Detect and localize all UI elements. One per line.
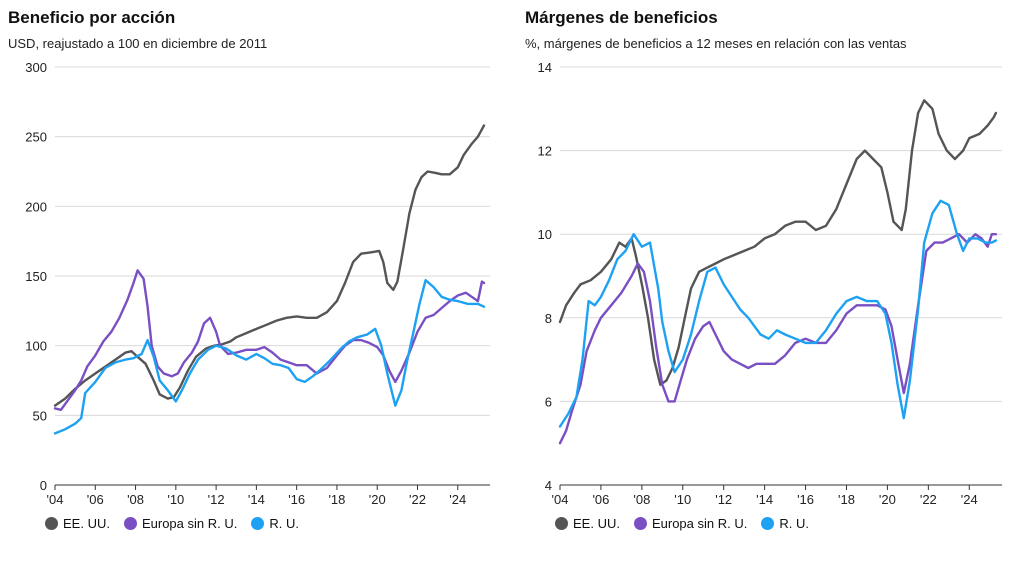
x-tick-label: '16 <box>288 492 305 507</box>
series-line-us <box>558 99 998 386</box>
y-tick-label: 14 <box>538 60 552 75</box>
legend-swatch-europe <box>123 517 137 530</box>
legend-label: Europa sin R. U. <box>141 516 238 531</box>
legend-label: R. U. <box>779 516 809 531</box>
legend-swatch-us <box>45 517 58 530</box>
x-tick-label: '24 <box>449 492 466 507</box>
chart-plot-eps: 0 50 100 150 200 250 300 '04 '06 '08 '10 '12 '14 '16 '… <box>25 60 490 507</box>
chart-title: Márgenes de beneficios <box>525 8 718 27</box>
legend-label: Europa sin R. U. <box>651 516 748 531</box>
legend-item-europe: Europa sin R. U. <box>123 516 238 531</box>
y-tick-label: 12 <box>538 144 552 159</box>
chart-legend: EE. UU. Europa sin R. U. R. U. <box>555 516 823 531</box>
x-tick-label: '10 <box>674 492 691 507</box>
legend-swatch-europe <box>633 517 647 530</box>
x-tick-label: '04 <box>47 492 64 507</box>
legend-swatch-uk <box>251 517 265 530</box>
y-tick-label: 300 <box>25 60 47 75</box>
chart-panel-margins: Márgenes de beneficios %, márgenes de be… <box>515 0 1030 567</box>
legend-label: R. U. <box>269 516 299 531</box>
x-tick-label: '20 <box>879 492 896 507</box>
x-tick-label: '10 <box>167 492 184 507</box>
series-line-uk <box>558 199 998 428</box>
chart-legend: EE. UU. Europa sin R. U. R. U. <box>45 516 313 531</box>
legend-swatch-uk <box>761 517 775 530</box>
legend-label: EE. UU. <box>63 516 110 531</box>
y-tick-label: 6 <box>545 394 552 409</box>
y-tick-label: 150 <box>25 269 47 284</box>
chart-subtitle: %, márgenes de beneficios a 12 meses en … <box>525 36 907 51</box>
legend-item-us: EE. UU. <box>555 516 620 531</box>
x-tick-label: '14 <box>756 492 773 507</box>
y-tick-label: 10 <box>538 227 552 242</box>
chart-subtitle: USD, reajustado a 100 en diciembre de 20… <box>8 36 268 51</box>
chart-title: Beneficio por acción <box>8 8 176 27</box>
x-tick-label: '16 <box>797 492 814 507</box>
y-tick-label: 200 <box>25 199 47 214</box>
x-tick-label: '20 <box>369 492 386 507</box>
x-tick-label: '24 <box>961 492 978 507</box>
x-tick-label: '12 <box>715 492 732 507</box>
chart-plot-margins: 4 6 8 10 12 14 '04 '06 '08 '10 '12 '14 '16 '18 '20 '22 '… <box>538 60 1002 507</box>
x-tick-label: '06 <box>87 492 104 507</box>
legend-item-uk: R. U. <box>761 516 809 531</box>
y-tick-label: 100 <box>25 339 47 354</box>
legend-item-europe: Europa sin R. U. <box>633 516 748 531</box>
legend-label: EE. UU. <box>573 516 620 531</box>
x-tick-label: '18 <box>838 492 855 507</box>
y-tick-label: 250 <box>25 130 47 145</box>
x-tick-label: '18 <box>328 492 345 507</box>
y-tick-label: 50 <box>33 408 47 423</box>
x-tick-label: '22 <box>920 492 937 507</box>
legend-item-us: EE. UU. <box>45 516 110 531</box>
series-line-uk <box>53 279 486 435</box>
chart-panel-eps: Beneficio por acción USD, reajustado a 1… <box>8 8 490 531</box>
x-tick-label: '14 <box>248 492 265 507</box>
x-tick-label: '08 <box>127 492 144 507</box>
series-line-us <box>53 124 486 407</box>
y-tick-label: 8 <box>545 311 552 326</box>
x-tick-label: '22 <box>409 492 426 507</box>
x-tick-label: '12 <box>208 492 225 507</box>
series-line-europe <box>558 233 998 445</box>
x-tick-label: '08 <box>633 492 650 507</box>
legend-swatch-us <box>555 517 568 530</box>
x-tick-label: '04 <box>552 492 569 507</box>
x-tick-label: '06 <box>592 492 609 507</box>
legend-item-uk: R. U. <box>251 516 299 531</box>
y-tick-label: 0 <box>40 478 47 493</box>
series-line-europe <box>53 269 486 411</box>
y-tick-label: 4 <box>545 478 552 493</box>
